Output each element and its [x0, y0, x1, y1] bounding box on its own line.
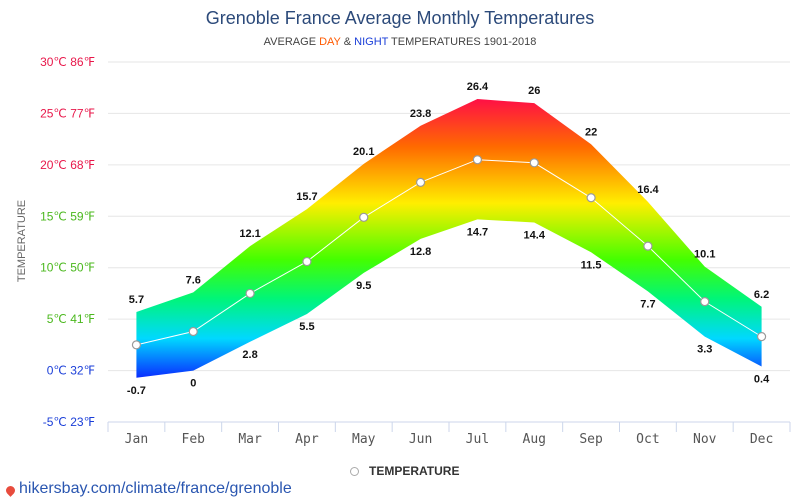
night-value-label: 5.5: [299, 321, 314, 333]
y-tick-label: -5℃ 23℉: [43, 415, 95, 429]
day-value-label: 22: [585, 126, 597, 138]
y-axis-label: TEMPERATURE: [16, 200, 28, 282]
subtitle-day: DAY: [319, 36, 341, 48]
temperature-point[interactable]: [188, 326, 198, 337]
x-tick-label: Jun: [409, 432, 432, 447]
y-tick-label: 20℃ 68℉: [40, 158, 95, 172]
x-tick-label: Feb: [182, 432, 206, 447]
day-value-label: 20.1: [353, 146, 374, 158]
chart-legend[interactable]: TEMPERATURE: [350, 464, 459, 478]
circle-marker-icon: [350, 466, 359, 476]
x-tick-label: Jul: [466, 432, 489, 447]
night-value-label: 14.7: [467, 226, 488, 238]
night-value-label: 0: [190, 378, 196, 390]
day-value-label: 12.1: [239, 228, 260, 240]
temperature-point[interactable]: [472, 155, 483, 165]
y-tick-label: 30℃ 86℉: [40, 55, 95, 69]
x-tick-label: Apr: [295, 432, 319, 447]
temperature-point[interactable]: [586, 193, 596, 203]
day-value-label: 10.1: [694, 249, 715, 261]
night-value-label: 7.7: [640, 298, 655, 310]
temperature-point[interactable]: [415, 177, 426, 187]
night-value-label: 2.8: [242, 349, 257, 361]
day-value-label: 6.2: [754, 289, 769, 301]
temperature-point[interactable]: [529, 158, 539, 168]
x-tick-label: Jan: [125, 432, 148, 447]
x-tick-label: Sep: [579, 432, 603, 447]
subtitle-night: NIGHT: [354, 36, 389, 48]
day-value-label: 26.4: [467, 81, 489, 93]
night-value-label: 11.5: [581, 259, 602, 271]
day-value-label: 26: [528, 85, 540, 97]
location-pin-icon: [4, 483, 17, 497]
day-value-label: 16.4: [637, 184, 659, 196]
day-value-label: 15.7: [296, 191, 317, 203]
source-url[interactable]: hikersbay.com/climate/france/grenoble: [19, 480, 292, 497]
night-value-label: 0.4: [754, 373, 770, 385]
subtitle-suffix: TEMPERATURES 1901-2018: [388, 36, 537, 48]
temperature-point[interactable]: [700, 297, 710, 307]
temperature-point[interactable]: [359, 212, 369, 222]
night-value-label: 14.4: [524, 229, 546, 241]
night-value-label: 9.5: [356, 280, 371, 292]
temperature-point[interactable]: [131, 340, 142, 350]
x-tick-label: Aug: [523, 432, 546, 447]
temperature-point[interactable]: [302, 256, 312, 267]
x-tick-label: Nov: [693, 432, 717, 447]
legend-label: TEMPERATURE: [369, 464, 460, 478]
temperature-point[interactable]: [756, 332, 767, 342]
night-value-label: 3.3: [697, 344, 712, 356]
source-link[interactable]: hikersbay.com/climate/france/grenoble: [4, 480, 292, 498]
y-tick-label: 0℃ 32℉: [47, 364, 95, 378]
x-tick-label: Dec: [750, 432, 773, 447]
temperature-point[interactable]: [643, 241, 653, 251]
night-value-label: 12.8: [410, 246, 431, 258]
x-tick-label: Mar: [238, 432, 262, 447]
y-tick-label: 15℃ 59℉: [40, 209, 95, 223]
temperature-line: [136, 159, 762, 346]
chart-title: Grenoble France Average Monthly Temperat…: [205, 8, 595, 28]
day-value-label: 5.7: [129, 294, 144, 306]
x-tick-label: May: [352, 432, 376, 447]
y-tick-label: 5℃ 41℉: [47, 312, 95, 326]
subtitle-amp: &: [340, 36, 355, 48]
y-tick-label: 10℃ 50℉: [40, 261, 95, 275]
day-value-label: 23.8: [410, 108, 431, 120]
temperature-range-area: [136, 99, 762, 378]
day-value-label: 7.6: [186, 274, 201, 286]
subtitle-prefix: AVERAGE: [263, 36, 320, 48]
y-tick-label: 25℃ 77℉: [40, 106, 95, 120]
temperature-point[interactable]: [245, 288, 255, 299]
x-tick-label: Oct: [636, 432, 659, 447]
night-value-label: -0.7: [127, 385, 146, 397]
chart-subtitle: AVERAGE DAY & NIGHT TEMPERATURES 1901-20…: [0, 36, 800, 48]
